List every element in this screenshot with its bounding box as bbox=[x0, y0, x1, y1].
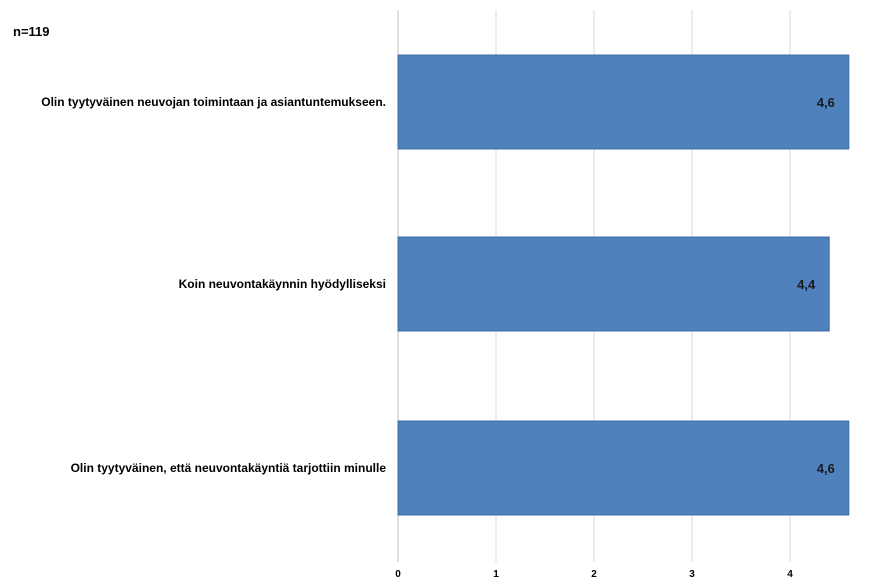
x-tick-label: 0 bbox=[395, 569, 401, 580]
bar bbox=[397, 54, 850, 150]
category-label: Koin neuvontakäynnin hyödylliseksi bbox=[179, 277, 386, 291]
bars: 4,6 4,4 4,6 bbox=[397, 54, 850, 516]
bar-value-label: 4,6 bbox=[817, 95, 835, 110]
x-tick-label: 1 bbox=[493, 569, 499, 580]
category-label: Olin tyytyväinen, että neuvontakäyntiä t… bbox=[71, 461, 387, 475]
x-axis: 0 1 2 3 4 bbox=[395, 569, 793, 580]
bar bbox=[397, 236, 830, 332]
bar-value-label: 4,6 bbox=[817, 461, 835, 476]
x-tick-label: 3 bbox=[689, 569, 695, 580]
bar-value-label: 4,4 bbox=[797, 277, 816, 292]
x-tick-label: 2 bbox=[591, 569, 597, 580]
sample-size-note: n=119 bbox=[13, 24, 50, 39]
category-labels: Olin tyytyväinen neuvojan toimintaan ja … bbox=[41, 95, 386, 475]
x-tick-label: 4 bbox=[787, 569, 793, 580]
category-label: Olin tyytyväinen neuvojan toimintaan ja … bbox=[41, 95, 386, 109]
bar bbox=[397, 420, 850, 516]
